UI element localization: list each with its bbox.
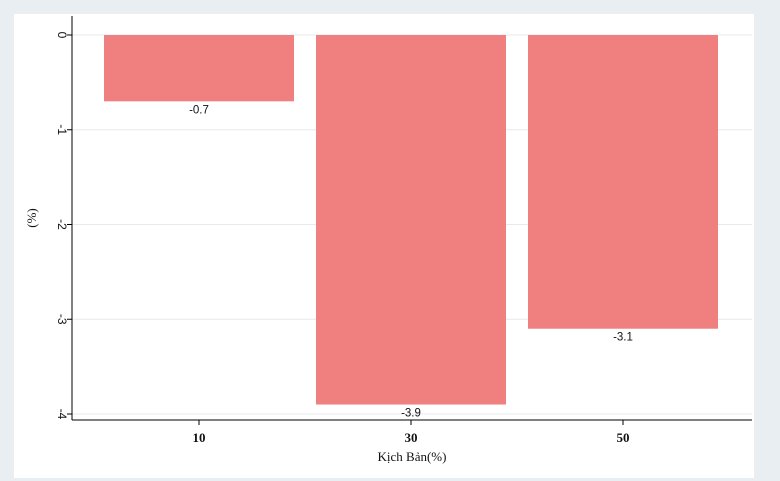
y-tick-label: -4 xyxy=(55,409,69,420)
x-tick-label: 10 xyxy=(193,430,206,445)
y-tick-label: -3 xyxy=(55,314,69,325)
data-label: -0.7 xyxy=(189,104,209,116)
bars xyxy=(104,35,718,405)
axes xyxy=(71,16,752,421)
x-tick-label: 30 xyxy=(405,430,418,445)
bar xyxy=(528,35,718,329)
y-tick-label: 0 xyxy=(55,32,69,39)
y-tick-label: -1 xyxy=(55,124,69,135)
bar xyxy=(104,35,294,102)
x-tick-label: 50 xyxy=(617,430,630,445)
x-axis-title: Kịch Bản(%) xyxy=(378,449,447,464)
data-label: -3.1 xyxy=(613,332,633,344)
data-labels: -0.7 -3.9 -3.1 xyxy=(189,104,633,419)
bar xyxy=(316,35,506,405)
y-axis-title: (%) xyxy=(24,208,39,228)
y-tick-label: -2 xyxy=(55,219,69,230)
data-label: -3.9 xyxy=(401,408,421,420)
y-axis-ticks: 0 -1 -2 -3 -4 xyxy=(55,32,72,420)
x-axis-ticks: 10 30 50 xyxy=(193,420,630,445)
